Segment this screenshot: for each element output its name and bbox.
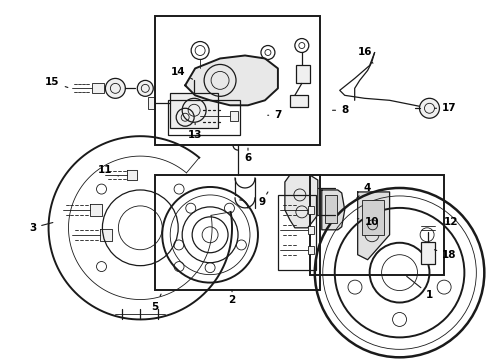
- Bar: [277, 195, 315, 270]
- Text: 17: 17: [433, 103, 456, 113]
- Text: 9: 9: [258, 192, 267, 207]
- Bar: [92, 84, 104, 93]
- Bar: [295, 66, 309, 84]
- Polygon shape: [285, 175, 317, 228]
- Text: 2: 2: [228, 289, 235, 305]
- Bar: [307, 206, 313, 214]
- Bar: [289, 95, 307, 107]
- Bar: [361, 200, 383, 235]
- Polygon shape: [127, 170, 137, 180]
- Text: 11: 11: [98, 165, 118, 176]
- Text: 14: 14: [170, 67, 192, 79]
- Circle shape: [105, 78, 125, 98]
- Bar: [307, 226, 313, 234]
- Bar: [155, 175, 319, 289]
- Text: 13: 13: [187, 123, 202, 140]
- Circle shape: [419, 98, 439, 118]
- Text: 1: 1: [406, 276, 432, 300]
- Bar: [229, 111, 238, 121]
- Text: 10: 10: [357, 217, 378, 227]
- Bar: [148, 97, 155, 109]
- Bar: [307, 246, 313, 254]
- Text: 4: 4: [356, 183, 370, 198]
- Bar: [168, 100, 240, 135]
- Polygon shape: [100, 229, 112, 241]
- Polygon shape: [357, 192, 389, 260]
- Text: 5: 5: [151, 294, 161, 311]
- Text: 12: 12: [443, 217, 458, 227]
- Polygon shape: [185, 55, 277, 105]
- Text: 6: 6: [244, 148, 251, 163]
- Bar: [324, 195, 336, 223]
- Bar: [170, 93, 218, 128]
- Polygon shape: [90, 204, 102, 216]
- Text: 16: 16: [357, 48, 372, 63]
- Text: 8: 8: [332, 105, 347, 115]
- Polygon shape: [321, 190, 344, 230]
- Bar: [421, 242, 435, 264]
- Text: 7: 7: [267, 110, 281, 120]
- Circle shape: [137, 80, 153, 96]
- Text: 15: 15: [45, 77, 68, 87]
- Text: 18: 18: [433, 250, 456, 260]
- Bar: [309, 175, 444, 275]
- Bar: [155, 15, 319, 145]
- Text: 3: 3: [29, 222, 53, 233]
